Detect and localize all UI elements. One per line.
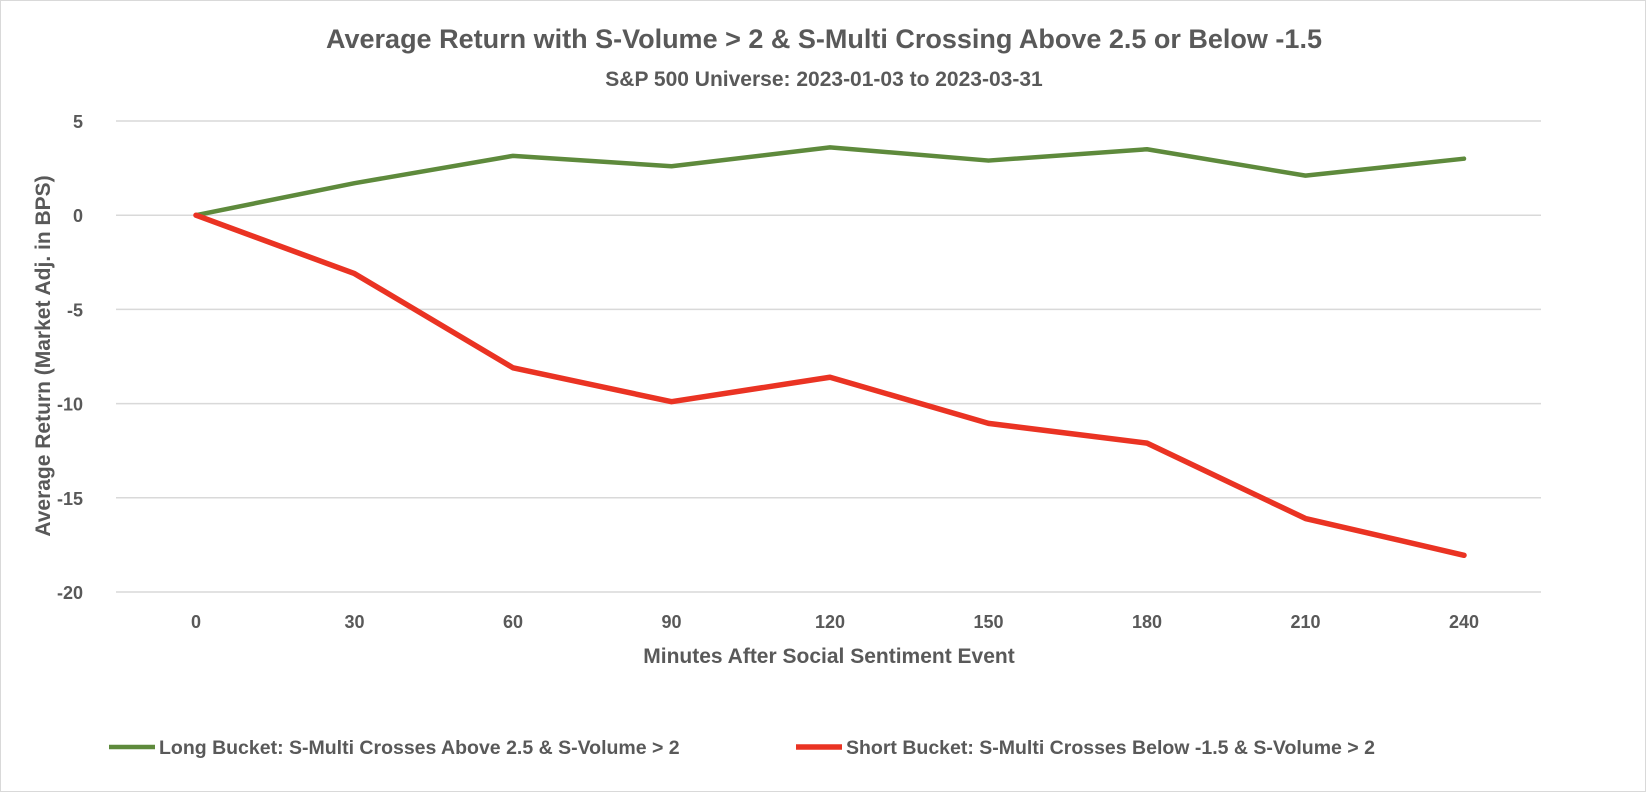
chart-title: Average Return with S-Volume > 2 & S-Mul…	[326, 24, 1322, 54]
legend: Long Bucket: S-Multi Crosses Above 2.5 &…	[109, 737, 1375, 759]
y-tick-label: 5	[73, 112, 83, 132]
chart-subtitle: S&P 500 Universe: 2023-01-03 to 2023-03-…	[605, 68, 1043, 91]
legend-label: Short Bucket: S-Multi Crosses Below -1.5…	[846, 737, 1375, 759]
y-tick-label: -15	[57, 489, 83, 509]
series-line-short-bucket	[196, 215, 1464, 555]
x-tick-label: 240	[1449, 612, 1479, 632]
legend-label: Long Bucket: S-Multi Crosses Above 2.5 &…	[159, 737, 680, 759]
y-tick-labels: 5 0 -5 -10 -15 -20	[57, 112, 83, 603]
x-tick-label: 210	[1290, 612, 1320, 632]
x-tick-label: 120	[815, 612, 845, 632]
y-tick-label: -5	[67, 300, 83, 320]
legend-item: Short Bucket: S-Multi Crosses Below -1.5…	[796, 737, 1375, 759]
x-tick-labels: 0 30 60 90 120 150 180 210 240	[191, 612, 1479, 632]
x-tick-label: 180	[1132, 612, 1162, 632]
x-tick-label: 150	[973, 612, 1003, 632]
series-line-long-bucket	[196, 147, 1464, 215]
y-tick-label: -10	[57, 395, 83, 415]
x-axis-label: Minutes After Social Sentiment Event	[643, 645, 1014, 668]
x-tick-label: 0	[191, 612, 201, 632]
series-lines	[196, 147, 1464, 555]
y-axis-label: Average Return (Market Adj. in BPS)	[32, 175, 55, 536]
y-tick-label: -20	[57, 583, 83, 603]
legend-item: Long Bucket: S-Multi Crosses Above 2.5 &…	[109, 737, 680, 759]
x-tick-label: 90	[661, 612, 681, 632]
x-tick-label: 60	[503, 612, 523, 632]
y-tick-label: 0	[73, 206, 83, 226]
x-tick-label: 30	[344, 612, 364, 632]
